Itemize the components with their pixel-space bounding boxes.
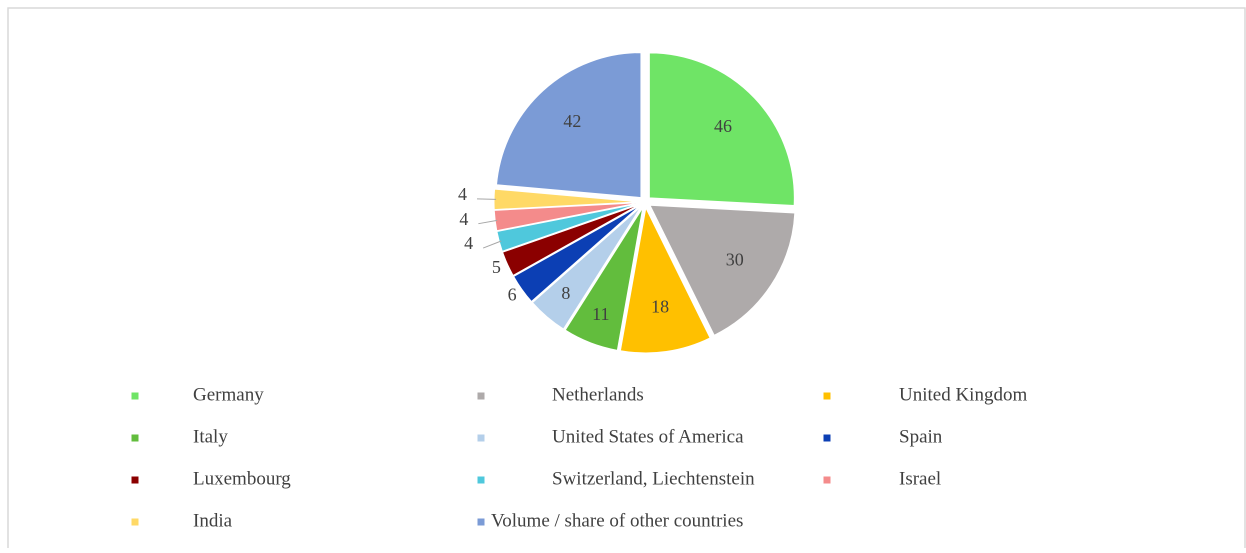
legend-label: Israel bbox=[899, 468, 941, 489]
legend-swatch bbox=[478, 477, 485, 484]
legend-swatch bbox=[132, 519, 139, 526]
legend-swatch bbox=[478, 393, 485, 400]
data-label: 4 bbox=[464, 233, 473, 253]
data-label: 30 bbox=[726, 249, 744, 269]
legend-swatch bbox=[478, 435, 485, 442]
legend-swatch bbox=[824, 477, 831, 484]
legend-swatch bbox=[824, 393, 831, 400]
data-label: 18 bbox=[651, 297, 669, 317]
legend-label: Switzerland, Liechtenstein bbox=[552, 468, 755, 489]
leader-line bbox=[483, 241, 501, 248]
legend-label: Netherlands bbox=[552, 384, 644, 405]
legend-label: Italy bbox=[193, 426, 228, 447]
data-label: 46 bbox=[714, 116, 732, 136]
legend-label: Luxembourg bbox=[193, 468, 291, 489]
data-label: 5 bbox=[492, 257, 501, 277]
legend-label: India bbox=[193, 510, 233, 531]
legend-swatch bbox=[478, 519, 485, 526]
data-label: 42 bbox=[563, 111, 581, 131]
legend-label: Volume / share of other countries bbox=[491, 510, 743, 531]
legend-swatch bbox=[132, 477, 139, 484]
legend-swatch bbox=[824, 435, 831, 442]
legend-label: Spain bbox=[899, 426, 943, 447]
legend-swatch bbox=[132, 393, 139, 400]
data-label: 8 bbox=[561, 283, 570, 303]
data-label: 6 bbox=[508, 285, 517, 305]
leader-line bbox=[478, 220, 497, 223]
legend-swatch bbox=[132, 435, 139, 442]
data-label: 4 bbox=[459, 209, 468, 229]
legend-label: United States of America bbox=[552, 426, 744, 447]
legend-label: United Kingdom bbox=[899, 384, 1027, 405]
legend-label: Germany bbox=[193, 384, 264, 405]
data-label: 4 bbox=[458, 184, 467, 204]
data-label: 11 bbox=[592, 304, 609, 324]
